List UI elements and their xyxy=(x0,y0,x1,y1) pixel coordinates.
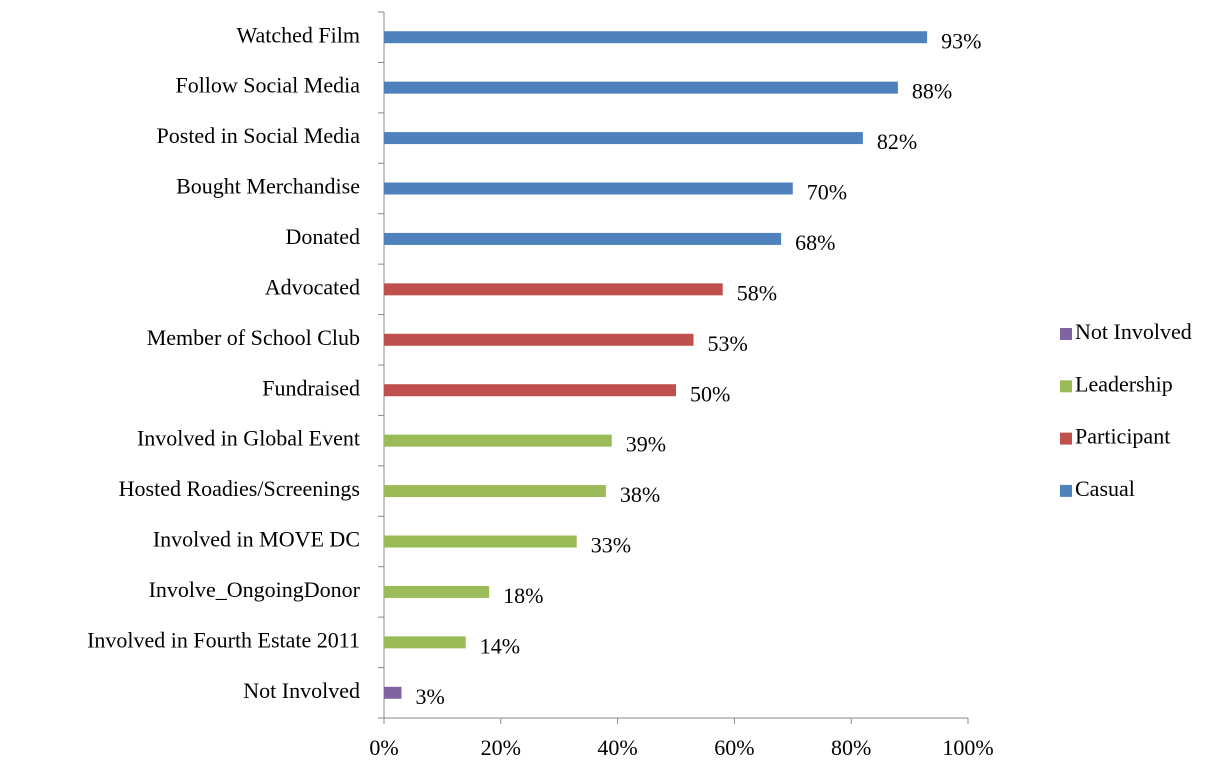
y-tick-label: Involved in Fourth Estate 2011 xyxy=(87,627,360,652)
bar xyxy=(384,132,863,145)
data-label: 18% xyxy=(503,583,543,608)
data-label: 14% xyxy=(480,633,520,658)
y-tick-label: Watched Film xyxy=(237,22,360,47)
bar xyxy=(384,434,612,447)
data-label: 33% xyxy=(591,533,631,558)
bar xyxy=(384,585,490,598)
bar xyxy=(384,636,466,649)
legend-label: Leadership xyxy=(1075,371,1173,396)
x-tick-label: 80% xyxy=(831,735,871,760)
legend-label: Participant xyxy=(1075,424,1170,449)
legend-label: Not Involved xyxy=(1075,319,1192,344)
data-label: 70% xyxy=(807,180,847,205)
bar xyxy=(384,31,928,44)
y-tick-label: Follow Social Media xyxy=(175,73,360,98)
y-tick-label: Fundraised xyxy=(262,375,360,400)
legend-swatch xyxy=(1060,432,1072,445)
y-tick-label: Involved in Global Event xyxy=(137,426,360,451)
bar xyxy=(384,686,402,699)
legend-swatch xyxy=(1060,380,1072,393)
data-label: 58% xyxy=(737,280,777,305)
bar xyxy=(384,283,723,296)
legend-swatch xyxy=(1060,328,1072,340)
y-tick-label: Donated xyxy=(285,224,360,249)
y-tick-label: Not Involved xyxy=(243,678,360,703)
bar xyxy=(384,333,694,346)
x-tick-label: 0% xyxy=(369,735,398,760)
data-label: 68% xyxy=(795,230,835,255)
x-tick-label: 40% xyxy=(597,735,637,760)
data-label: 38% xyxy=(620,482,660,507)
bar xyxy=(384,81,898,94)
y-tick-label: Advocated xyxy=(265,274,360,299)
data-label: 82% xyxy=(877,129,917,154)
data-label: 39% xyxy=(626,432,666,457)
bar xyxy=(384,485,606,498)
data-label: 93% xyxy=(941,28,981,53)
bar xyxy=(384,182,793,195)
y-tick-label: Member of School Club xyxy=(147,325,360,350)
y-tick-label: Involve_OngoingDonor xyxy=(149,577,361,602)
x-tick-label: 100% xyxy=(942,735,993,760)
bar xyxy=(384,535,577,548)
legend-swatch xyxy=(1060,484,1072,497)
x-tick-label: 60% xyxy=(714,735,754,760)
data-label: 88% xyxy=(912,79,952,104)
data-label: 3% xyxy=(416,684,445,709)
bar xyxy=(384,232,782,245)
y-tick-label: Hosted Roadies/Screenings xyxy=(119,476,360,501)
data-label: 50% xyxy=(690,381,730,406)
y-tick-label: Bought Merchandise xyxy=(176,174,360,199)
y-tick-label: Posted in Social Media xyxy=(157,123,361,148)
bar xyxy=(384,384,676,397)
data-label: 53% xyxy=(708,331,748,356)
legend-label: Casual xyxy=(1075,476,1135,501)
y-tick-label: Involved in MOVE DC xyxy=(153,527,360,552)
x-tick-label: 20% xyxy=(481,735,521,760)
